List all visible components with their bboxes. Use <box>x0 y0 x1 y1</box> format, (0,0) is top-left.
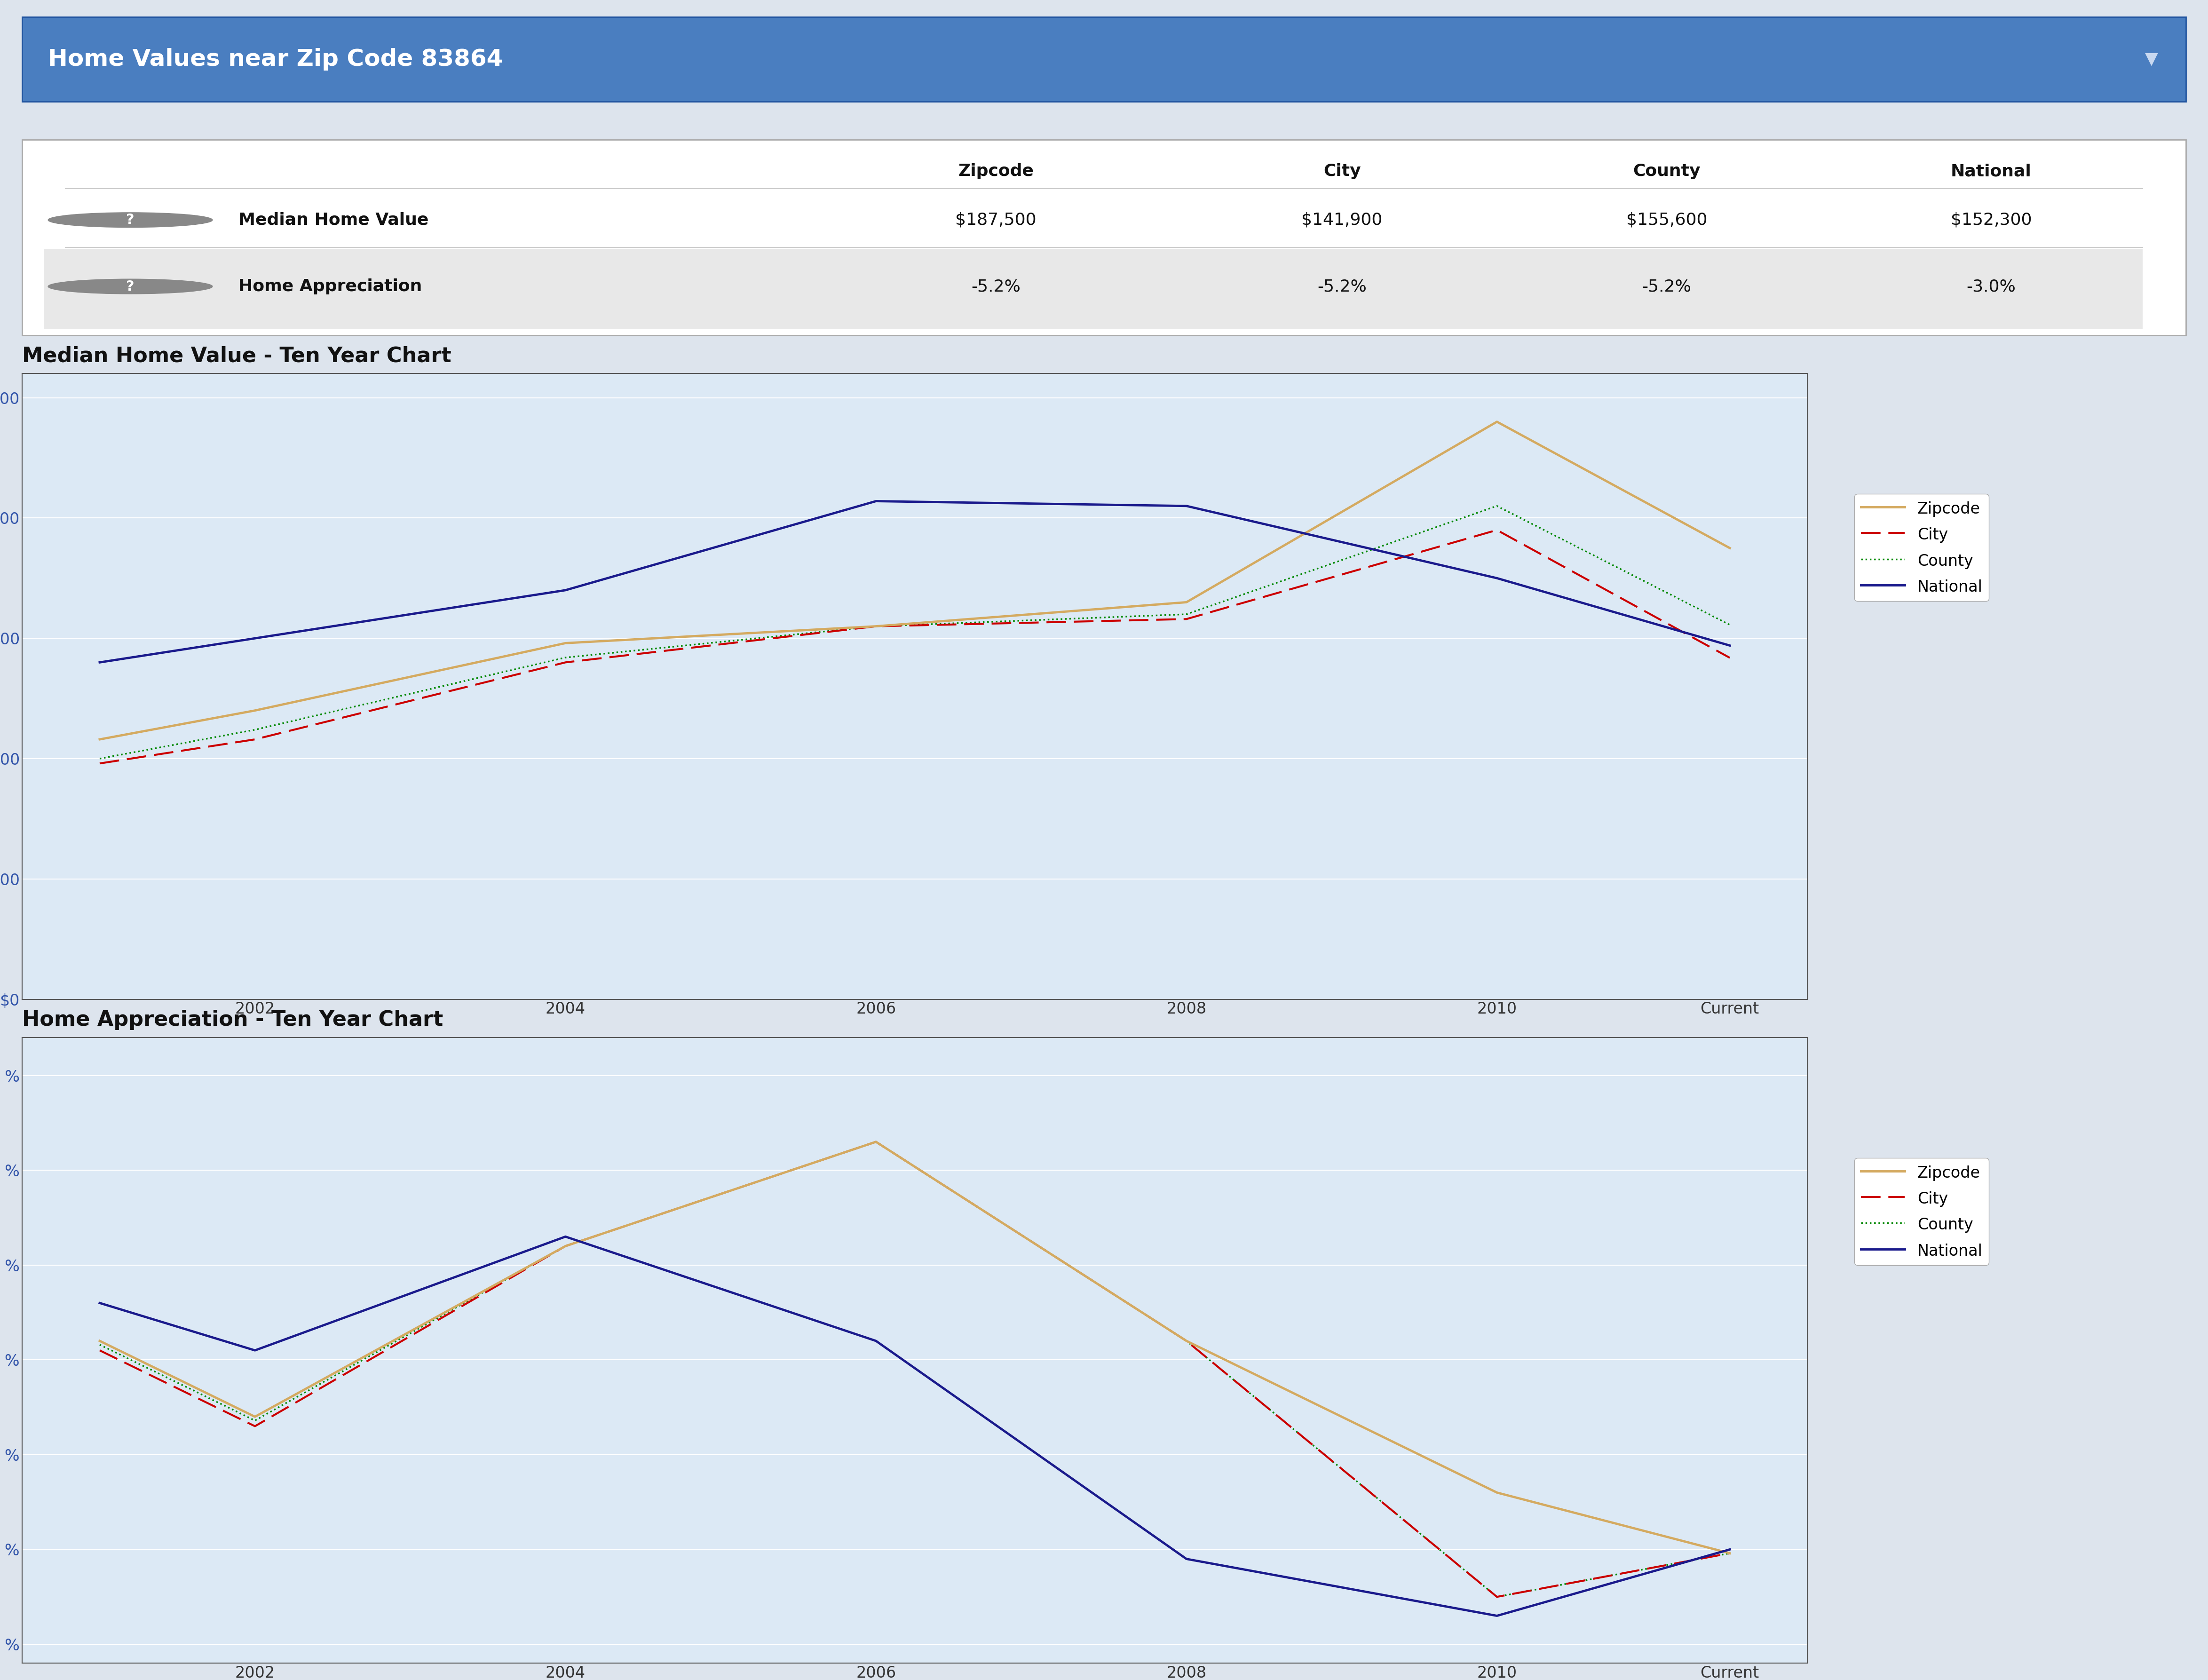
Legend: Zipcode, City, County, National: Zipcode, City, County, National <box>1855 494 1989 601</box>
Text: Home Appreciation: Home Appreciation <box>238 279 422 294</box>
Circle shape <box>49 279 212 294</box>
Text: Zipcode: Zipcode <box>958 163 1033 180</box>
Text: -5.2%: -5.2% <box>972 279 1020 294</box>
Text: ?: ? <box>126 279 135 294</box>
Text: -5.2%: -5.2% <box>1318 279 1367 294</box>
Legend: Zipcode, City, County, National: Zipcode, City, County, National <box>1855 1158 1989 1265</box>
Text: National: National <box>1952 163 2031 180</box>
Text: Median Home Value: Median Home Value <box>238 212 428 228</box>
Bar <box>44 249 2142 329</box>
Text: $155,600: $155,600 <box>1625 212 1707 228</box>
Text: $187,500: $187,500 <box>956 212 1036 228</box>
Bar <box>44 190 2142 245</box>
Text: City: City <box>1323 163 1360 180</box>
Text: -5.2%: -5.2% <box>1643 279 1691 294</box>
FancyBboxPatch shape <box>22 17 2186 101</box>
Circle shape <box>49 213 212 227</box>
Text: $141,900: $141,900 <box>1301 212 1382 228</box>
Text: Median Home Value - Ten Year Chart: Median Home Value - Ten Year Chart <box>22 346 450 366</box>
Text: Home Values near Zip Code 83864: Home Values near Zip Code 83864 <box>49 47 503 71</box>
Text: -3.0%: -3.0% <box>1967 279 2016 294</box>
Text: County: County <box>1634 163 1700 180</box>
Text: $152,300: $152,300 <box>1950 212 2031 228</box>
Text: Home Appreciation - Ten Year Chart: Home Appreciation - Ten Year Chart <box>22 1010 444 1030</box>
Text: ?: ? <box>126 213 135 227</box>
Text: ▼: ▼ <box>2144 50 2157 67</box>
